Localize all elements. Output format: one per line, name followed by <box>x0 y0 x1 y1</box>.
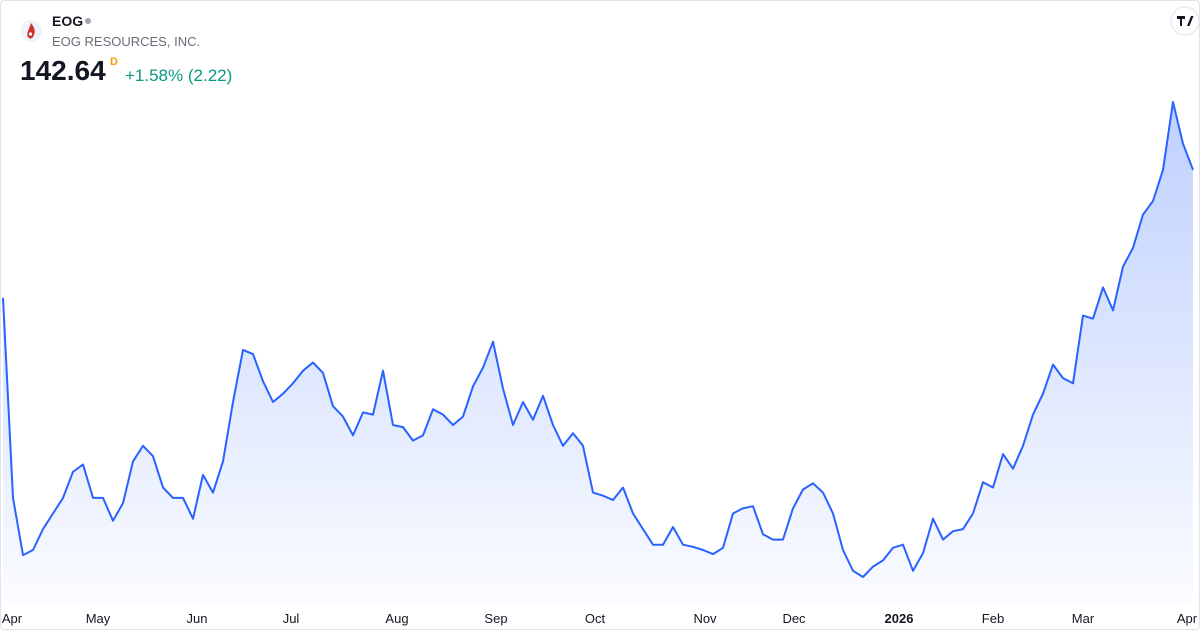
company-name: EOG RESOURCES, INC. <box>52 34 201 49</box>
x-tick-label: 2026 <box>885 611 914 626</box>
x-tick-label: Sep <box>484 611 507 626</box>
x-tick-label: Jun <box>187 611 208 626</box>
x-tick-label: Apr <box>1177 611 1198 626</box>
x-tick-label: May <box>86 611 111 626</box>
symbol[interactable]: EOG <box>52 13 84 29</box>
x-tick-label: Nov <box>693 611 717 626</box>
change: +1.58% (2.22) <box>125 66 233 85</box>
tv-logo[interactable] <box>1170 6 1199 36</box>
logo-dot <box>28 32 33 36</box>
interval: D <box>110 56 118 68</box>
x-tick-label: Aug <box>385 611 408 626</box>
x-tick-label: Apr <box>2 611 23 626</box>
status-dot <box>85 18 91 24</box>
x-tick-label: Oct <box>585 611 606 626</box>
area-fill <box>3 102 1193 605</box>
x-tick-label: Dec <box>782 611 806 626</box>
x-tick-label: Mar <box>1072 611 1095 626</box>
x-tick-label: Feb <box>982 611 1004 626</box>
x-tick-label: Jul <box>283 611 300 626</box>
tv-logo-mark <box>1177 16 1194 26</box>
price-line <box>2 101 1194 578</box>
price: 142.64 <box>20 55 106 86</box>
